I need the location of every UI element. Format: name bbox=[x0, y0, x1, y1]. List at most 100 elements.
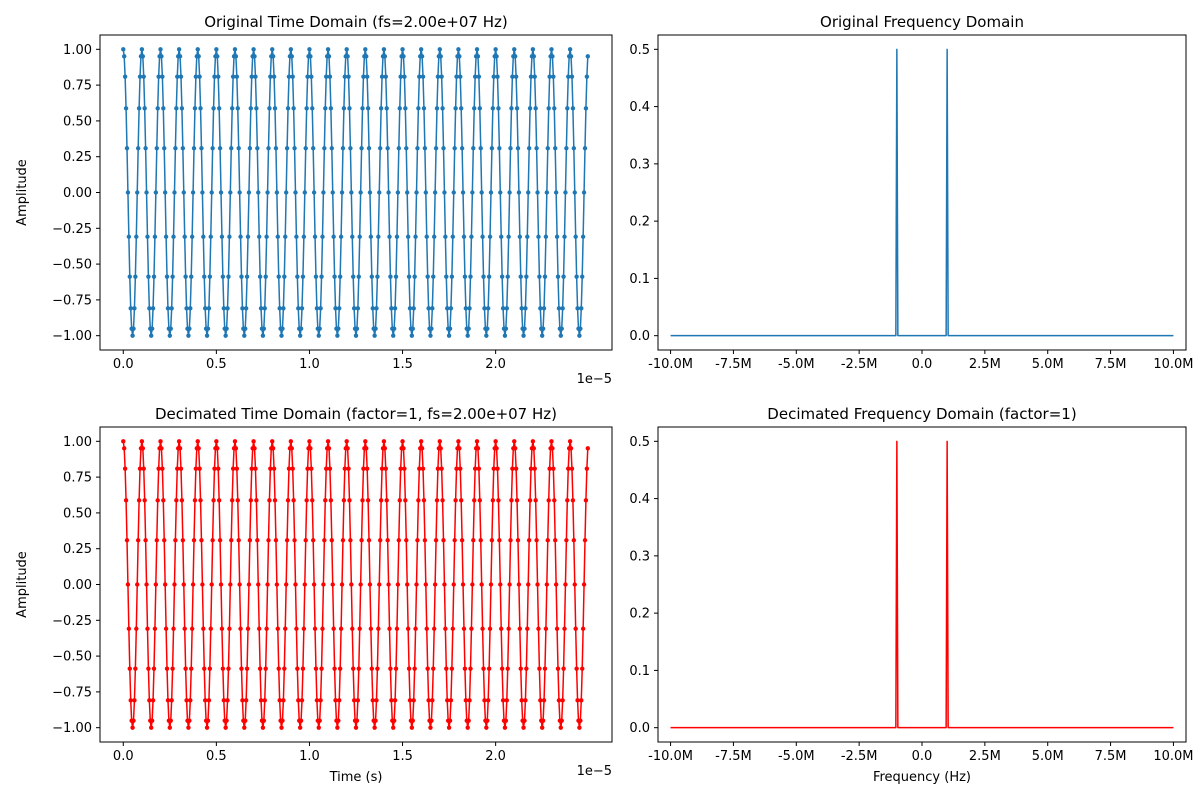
data-point bbox=[226, 274, 231, 279]
y-tick-label: −0.75 bbox=[52, 685, 92, 700]
data-point bbox=[373, 326, 378, 331]
data-point bbox=[186, 333, 191, 338]
data-point bbox=[137, 74, 143, 79]
x-tick-label: -7.5M bbox=[715, 749, 752, 764]
data-point bbox=[414, 582, 419, 587]
data-point bbox=[582, 538, 588, 543]
data-point bbox=[366, 538, 372, 543]
data-point bbox=[569, 74, 575, 79]
data-point bbox=[428, 725, 433, 730]
data-point bbox=[335, 333, 340, 338]
data-point bbox=[144, 582, 149, 587]
data-point bbox=[314, 306, 320, 311]
data-point bbox=[220, 274, 226, 279]
data-point bbox=[538, 698, 543, 703]
data-point bbox=[209, 190, 214, 195]
data-point bbox=[229, 106, 235, 111]
data-point bbox=[526, 538, 532, 543]
data-point bbox=[189, 626, 195, 631]
data-point bbox=[202, 306, 208, 311]
data-point bbox=[161, 106, 166, 111]
data-point bbox=[388, 274, 393, 279]
data-point bbox=[357, 234, 362, 239]
data-point bbox=[301, 626, 307, 631]
data-point bbox=[249, 466, 254, 471]
data-point bbox=[295, 274, 300, 279]
data-point bbox=[583, 498, 589, 503]
data-point bbox=[256, 190, 261, 195]
data-point bbox=[267, 106, 272, 111]
data-point bbox=[416, 106, 421, 111]
data-point bbox=[365, 106, 371, 111]
data-point bbox=[206, 306, 212, 311]
data-point bbox=[257, 666, 263, 671]
data-point bbox=[318, 306, 323, 311]
data-point bbox=[370, 698, 375, 703]
data-point bbox=[280, 718, 285, 723]
data-point bbox=[445, 698, 450, 703]
data-point bbox=[430, 306, 435, 311]
data-point bbox=[550, 446, 555, 451]
data-point bbox=[311, 582, 317, 587]
data-point bbox=[559, 718, 564, 723]
data-point bbox=[526, 146, 532, 151]
data-point bbox=[174, 106, 179, 111]
data-point bbox=[375, 274, 380, 279]
data-point bbox=[188, 306, 193, 311]
data-point bbox=[467, 306, 472, 311]
data-point bbox=[405, 582, 410, 587]
data-point bbox=[459, 538, 465, 543]
x-tick-label: -2.5M bbox=[841, 749, 878, 764]
data-point bbox=[355, 306, 361, 311]
data-point bbox=[314, 698, 320, 703]
data-point bbox=[242, 333, 247, 338]
data-point bbox=[564, 146, 569, 151]
data-point bbox=[406, 666, 412, 671]
data-point bbox=[158, 439, 163, 444]
x-tick-label: 0.5 bbox=[206, 357, 227, 372]
y-tick-label: 0.00 bbox=[63, 578, 92, 593]
data-point bbox=[434, 106, 440, 111]
data-point bbox=[332, 274, 337, 279]
data-point bbox=[270, 439, 275, 444]
data-point bbox=[572, 582, 577, 587]
data-point bbox=[210, 538, 215, 543]
y-tick-label: −1.00 bbox=[52, 721, 92, 736]
data-point bbox=[393, 274, 399, 279]
data-point bbox=[536, 626, 541, 631]
data-point bbox=[187, 326, 192, 331]
data-point bbox=[256, 582, 261, 587]
data-point bbox=[486, 666, 492, 671]
data-point bbox=[154, 146, 159, 151]
data-point bbox=[369, 666, 375, 671]
data-point bbox=[341, 498, 347, 503]
data-point bbox=[405, 190, 410, 195]
data-point bbox=[199, 538, 204, 543]
data-point bbox=[363, 47, 368, 52]
y-axis-label: Amplitude bbox=[15, 159, 30, 226]
data-point bbox=[135, 538, 141, 543]
data-point bbox=[462, 666, 468, 671]
data-point bbox=[567, 47, 573, 52]
data-point bbox=[553, 538, 558, 543]
data-point bbox=[192, 106, 198, 111]
y-tick-label: 0.25 bbox=[63, 150, 92, 165]
data-point bbox=[344, 47, 349, 52]
data-point bbox=[245, 626, 251, 631]
data-point bbox=[123, 106, 129, 111]
data-point bbox=[505, 666, 510, 671]
data-point bbox=[262, 698, 267, 703]
data-point bbox=[254, 498, 259, 503]
data-point bbox=[552, 106, 557, 111]
data-point bbox=[309, 74, 314, 79]
data-point bbox=[493, 47, 498, 52]
data-point bbox=[382, 54, 388, 59]
data-point bbox=[497, 146, 502, 151]
data-point bbox=[346, 466, 351, 471]
subplot-original-frequency: -10.0M -7.5M -5.0M -2.5M 0.0 2.5M 5.0M 7.5M 10.0… bbox=[629, 13, 1193, 372]
data-point bbox=[215, 446, 220, 451]
data-point bbox=[547, 74, 552, 79]
data-point bbox=[400, 47, 405, 52]
data-point bbox=[556, 698, 562, 703]
data-point bbox=[525, 234, 530, 239]
